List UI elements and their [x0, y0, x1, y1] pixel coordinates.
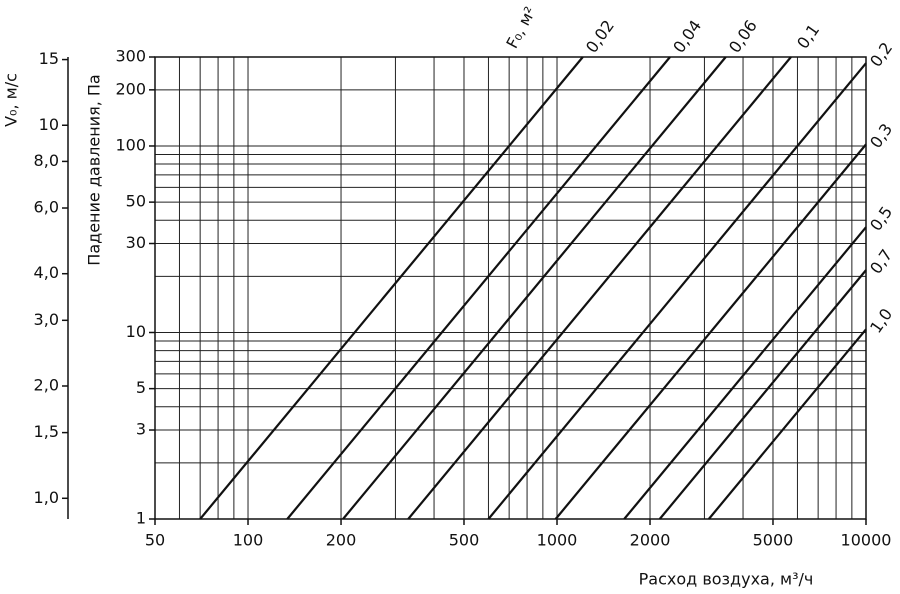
- y2-tick-label: 1,0: [34, 488, 59, 507]
- y-axis-label: Падение давления, Па: [85, 74, 104, 265]
- y-tick-label: 1: [136, 509, 146, 528]
- series-label: 0,06: [725, 16, 761, 56]
- series-label: 0,7: [866, 246, 896, 278]
- legend-title: F₀, м²: [502, 4, 540, 52]
- series-line: [487, 62, 867, 520]
- series-label: 0,04: [669, 16, 705, 56]
- series-line: [286, 56, 671, 520]
- y-tick-label: 200: [115, 79, 146, 98]
- y-tick-label: 30: [126, 233, 146, 252]
- series-line: [623, 226, 867, 520]
- y-tick-label: 10: [126, 322, 146, 341]
- series-line: [658, 269, 867, 520]
- y2-tick-label: 1,5: [34, 422, 59, 441]
- series-line: [342, 56, 727, 520]
- y2-tick-label: 8,0: [34, 151, 59, 170]
- x-tick-label: 100: [233, 531, 264, 550]
- y2-tick-label: 4,0: [34, 263, 59, 282]
- series-label: 1,0: [866, 305, 896, 337]
- series-line: [554, 143, 867, 520]
- x-tick-label: 2000: [630, 531, 671, 550]
- series-line: [199, 56, 584, 520]
- y2-tick-label: 15: [39, 49, 59, 68]
- y2-tick-label: 10: [39, 115, 59, 134]
- x-tick-label: 200: [326, 531, 357, 550]
- series-label: 0,5: [866, 203, 896, 235]
- y2-tick-label: 6,0: [34, 198, 59, 217]
- y2-axis-label: V₀, м/с: [2, 73, 21, 127]
- series-label: 0,2: [866, 39, 896, 71]
- x-tick-label: 5000: [753, 531, 794, 550]
- series-label: 0,3: [866, 120, 896, 152]
- series-line: [407, 56, 792, 520]
- y2-tick-label: 2,0: [34, 375, 59, 394]
- x-tick-label: 1000: [537, 531, 578, 550]
- x-axis-label: Расход воздуха, м³/ч: [639, 570, 814, 589]
- series-label: 0,1: [793, 21, 823, 53]
- series-label: 0,02: [582, 16, 618, 56]
- y2-tick-label: 3,0: [34, 310, 59, 329]
- y-tick-label: 300: [115, 47, 146, 66]
- x-tick-label: 10000: [841, 531, 892, 550]
- series-line: [707, 328, 867, 520]
- x-tick-label: 50: [145, 531, 165, 550]
- y-tick-label: 5: [136, 378, 146, 397]
- plot-frame: [154, 56, 867, 520]
- y-tick-label: 100: [115, 135, 146, 154]
- y-tick-label: 50: [126, 192, 146, 211]
- x-tick-label: 500: [449, 531, 480, 550]
- y-tick-label: 3: [136, 420, 146, 439]
